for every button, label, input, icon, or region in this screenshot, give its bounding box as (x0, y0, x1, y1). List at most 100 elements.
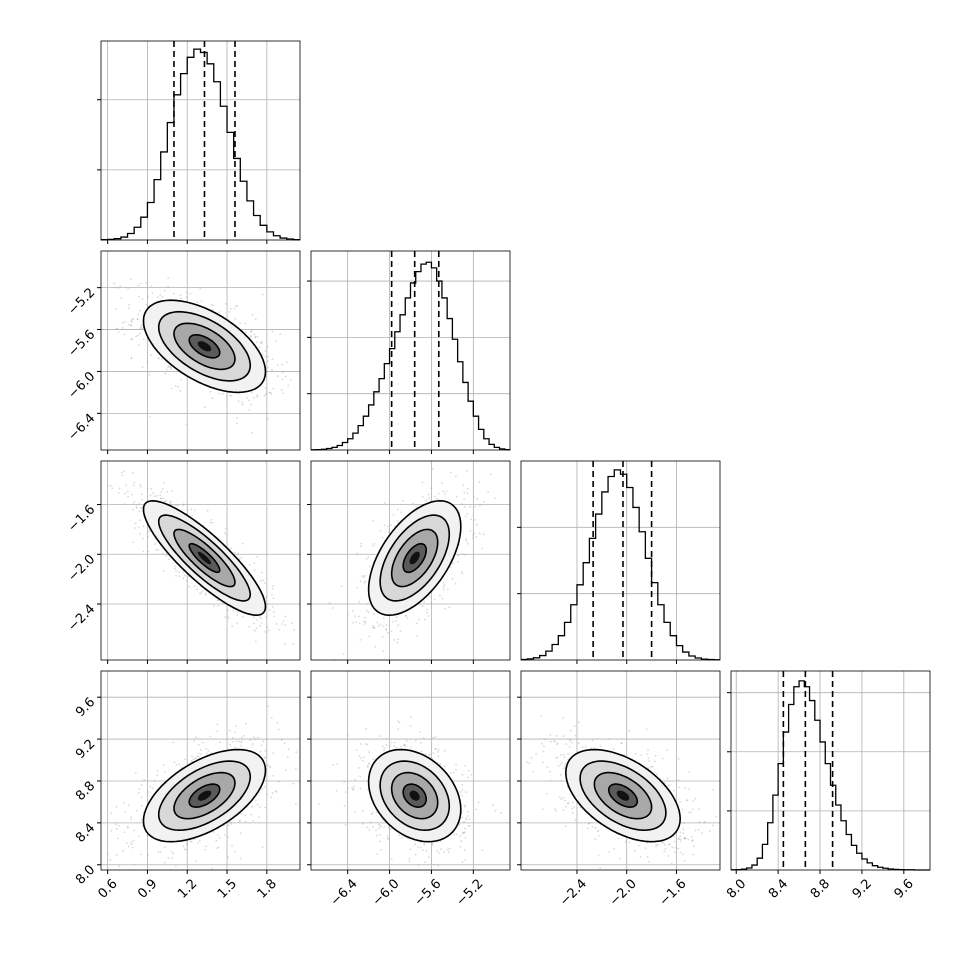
sample-point (467, 810, 469, 813)
sample-point (425, 612, 428, 614)
sample-point (212, 831, 215, 833)
sample-point (237, 400, 240, 403)
sample-point (427, 615, 430, 617)
sample-point (459, 790, 462, 793)
sample-point (359, 787, 362, 790)
sample-point (281, 623, 284, 625)
sample-point (139, 309, 141, 312)
sample-point (239, 322, 242, 324)
sample-point (340, 585, 343, 588)
sample-point (417, 846, 419, 848)
sample-point (190, 508, 193, 511)
sample-point (455, 495, 458, 498)
sample-point (400, 745, 403, 748)
sample-point (133, 527, 136, 529)
sample-point (353, 785, 355, 788)
sample-point (260, 621, 263, 624)
sample-point (204, 848, 207, 851)
density-fill (197, 341, 212, 352)
sample-point (226, 609, 229, 612)
sample-point (385, 744, 388, 746)
sample-point (283, 643, 286, 645)
sample-point (475, 808, 478, 811)
sample-point (358, 600, 361, 603)
sample-point (427, 493, 430, 496)
sample-point (165, 368, 168, 371)
sample-point (164, 861, 166, 864)
sample-point (196, 301, 199, 304)
sample-point (681, 808, 684, 811)
sample-point (372, 624, 375, 627)
sample-point (387, 826, 390, 829)
sample-point (139, 532, 141, 535)
sample-point (139, 327, 142, 330)
sample-point (149, 415, 152, 418)
sample-point (153, 780, 156, 782)
sample-point (109, 484, 112, 487)
sample-point (441, 597, 444, 600)
sample-point (441, 482, 443, 485)
sample-point (206, 752, 209, 755)
sample-point (458, 823, 461, 826)
sample-point (197, 744, 200, 746)
sample-point (342, 653, 345, 656)
sample-point (438, 594, 441, 597)
sample-point (193, 585, 196, 587)
sample-point (240, 556, 243, 559)
sample-point (691, 808, 694, 811)
sample-point (453, 772, 455, 774)
sample-point (442, 588, 445, 591)
sample-point (241, 736, 243, 739)
sample-point (248, 625, 251, 628)
sample-point (137, 334, 140, 337)
sample-point (406, 617, 409, 620)
sample-point (256, 736, 259, 739)
sample-point (261, 293, 264, 296)
sample-point (443, 584, 446, 587)
sample-point (647, 749, 649, 751)
sample-point (162, 488, 164, 490)
sample-point (177, 504, 179, 507)
sample-point (183, 574, 186, 577)
sample-point (279, 332, 282, 335)
sample-point (457, 560, 460, 563)
sample-point (428, 753, 431, 756)
sample-point (242, 615, 244, 618)
sample-point (132, 317, 135, 320)
sample-point (154, 543, 157, 545)
sample-point (199, 592, 202, 595)
sample-point (240, 744, 243, 747)
sample-point (216, 599, 219, 602)
sample-point (365, 557, 368, 560)
sample-point (461, 553, 464, 556)
sample-point (557, 765, 560, 767)
sample-point (137, 835, 140, 838)
sample-point (437, 755, 440, 758)
sample-point (178, 575, 181, 578)
sample-point (137, 344, 140, 347)
sample-point (142, 537, 144, 540)
sample-point (155, 548, 157, 551)
sample-point (356, 586, 359, 589)
sample-point (379, 833, 381, 836)
sample-point (354, 811, 357, 814)
sample-point (372, 544, 375, 547)
sample-point (415, 622, 418, 625)
sample-point (243, 734, 245, 737)
sample-point (227, 617, 230, 620)
sample-point (162, 763, 165, 766)
sample-point (422, 849, 424, 852)
sample-point (367, 751, 370, 754)
sample-point (182, 577, 185, 579)
sample-point (207, 749, 210, 752)
sample-point (255, 799, 257, 802)
sample-point (213, 605, 216, 607)
sample-point (390, 828, 392, 830)
sample-point (489, 473, 492, 476)
sample-point (463, 820, 465, 823)
sample-point (444, 607, 446, 610)
sample-point (474, 505, 476, 508)
sample-point (464, 827, 467, 830)
sample-point (147, 295, 149, 298)
sample-point (365, 609, 368, 612)
